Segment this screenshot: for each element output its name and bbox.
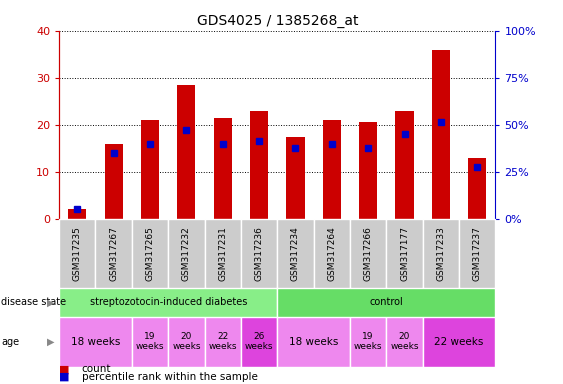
FancyBboxPatch shape — [59, 317, 132, 367]
Text: ■: ■ — [59, 364, 70, 374]
FancyBboxPatch shape — [132, 219, 168, 288]
FancyBboxPatch shape — [204, 317, 241, 367]
Text: age: age — [1, 337, 19, 347]
Text: ▶: ▶ — [47, 297, 55, 308]
Bar — [250, 111, 268, 219]
Text: streptozotocin-induced diabetes: streptozotocin-induced diabetes — [90, 297, 247, 308]
FancyBboxPatch shape — [241, 317, 277, 367]
FancyBboxPatch shape — [204, 219, 241, 288]
FancyBboxPatch shape — [277, 288, 495, 317]
Text: ■: ■ — [59, 372, 70, 382]
Text: GSM317264: GSM317264 — [327, 226, 336, 281]
FancyBboxPatch shape — [350, 219, 386, 288]
Text: 18 weeks: 18 weeks — [289, 337, 338, 347]
Text: GSM317266: GSM317266 — [364, 226, 373, 281]
Text: 22 weeks: 22 weeks — [435, 337, 484, 347]
Text: GSM317265: GSM317265 — [145, 226, 154, 281]
Text: GSM317235: GSM317235 — [73, 226, 82, 281]
FancyBboxPatch shape — [168, 219, 204, 288]
Text: GSM317231: GSM317231 — [218, 226, 227, 281]
FancyBboxPatch shape — [459, 219, 495, 288]
FancyBboxPatch shape — [386, 219, 423, 288]
Text: GSM317267: GSM317267 — [109, 226, 118, 281]
FancyBboxPatch shape — [277, 317, 350, 367]
Bar — [213, 118, 232, 219]
FancyBboxPatch shape — [59, 288, 277, 317]
Text: 19
weeks: 19 weeks — [354, 332, 382, 351]
Text: 20
weeks: 20 weeks — [390, 332, 419, 351]
FancyBboxPatch shape — [423, 317, 495, 367]
FancyBboxPatch shape — [96, 219, 132, 288]
FancyBboxPatch shape — [168, 317, 204, 367]
Text: 19
weeks: 19 weeks — [136, 332, 164, 351]
FancyBboxPatch shape — [423, 219, 459, 288]
Text: GSM317237: GSM317237 — [473, 226, 482, 281]
Bar — [468, 158, 486, 219]
FancyBboxPatch shape — [132, 317, 168, 367]
Bar — [359, 122, 377, 219]
Text: GSM317177: GSM317177 — [400, 226, 409, 281]
FancyBboxPatch shape — [278, 219, 314, 288]
Text: ▶: ▶ — [47, 337, 55, 347]
Text: 26
weeks: 26 weeks — [245, 332, 274, 351]
Title: GDS4025 / 1385268_at: GDS4025 / 1385268_at — [196, 14, 358, 28]
FancyBboxPatch shape — [314, 219, 350, 288]
Text: disease state: disease state — [1, 297, 66, 308]
Bar — [287, 137, 305, 219]
Text: count: count — [82, 364, 111, 374]
Bar — [323, 120, 341, 219]
Bar — [68, 210, 86, 219]
Bar — [177, 85, 195, 219]
Text: GSM317234: GSM317234 — [291, 226, 300, 281]
Text: 20
weeks: 20 weeks — [172, 332, 200, 351]
Bar — [432, 50, 450, 219]
Bar — [395, 111, 414, 219]
Text: 22
weeks: 22 weeks — [208, 332, 237, 351]
Text: GSM317232: GSM317232 — [182, 226, 191, 281]
FancyBboxPatch shape — [350, 317, 386, 367]
Text: GSM317236: GSM317236 — [254, 226, 263, 281]
Bar — [141, 120, 159, 219]
Text: percentile rank within the sample: percentile rank within the sample — [82, 372, 257, 382]
Bar — [105, 144, 123, 219]
Text: GSM317233: GSM317233 — [436, 226, 445, 281]
FancyBboxPatch shape — [241, 219, 278, 288]
FancyBboxPatch shape — [386, 317, 423, 367]
Text: 18 weeks: 18 weeks — [71, 337, 120, 347]
Text: control: control — [369, 297, 403, 308]
FancyBboxPatch shape — [59, 219, 96, 288]
